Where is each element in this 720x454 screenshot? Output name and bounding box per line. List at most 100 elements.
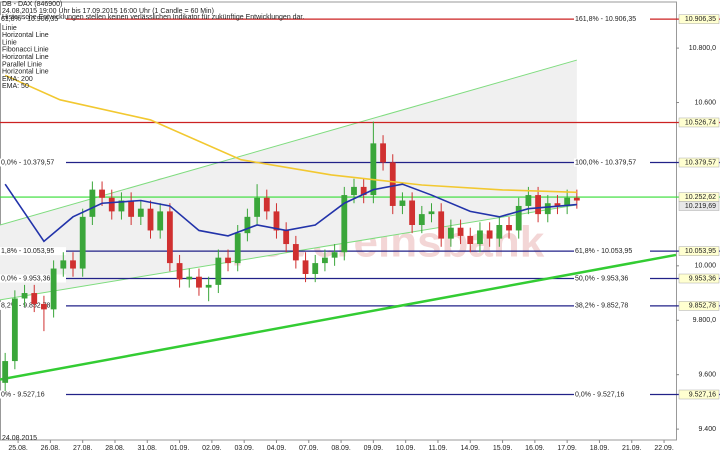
current-label: 10.219,69 bbox=[685, 203, 716, 210]
trend-line bbox=[0, 253, 677, 381]
ema-line bbox=[4, 74, 577, 194]
level-label-box bbox=[0, 158, 66, 167]
y-tick-label: 10.000 bbox=[695, 263, 717, 270]
y-tick-label: 10.600 bbox=[695, 99, 717, 106]
x-tick-label: 26.08. bbox=[41, 445, 61, 452]
candle-body bbox=[186, 276, 193, 280]
candle-body bbox=[506, 225, 512, 231]
candle-body bbox=[60, 260, 67, 269]
tool-item: Fibonacci Linie bbox=[2, 47, 49, 54]
candle-body bbox=[399, 200, 406, 206]
level-label-box bbox=[574, 274, 650, 283]
ema-line bbox=[4, 183, 577, 243]
tool-item: EMA: 50 bbox=[2, 83, 29, 90]
candle-body bbox=[273, 211, 280, 231]
candle-body bbox=[225, 257, 231, 264]
axis-label-box bbox=[678, 389, 720, 400]
level-label: 1,8% - 10.053,95 bbox=[1, 248, 54, 255]
start-date: 24.08.2015 bbox=[2, 435, 37, 442]
candle-body bbox=[389, 162, 396, 206]
tool-item: Horizontal Line bbox=[2, 32, 49, 39]
tool-item: Horizontal Line bbox=[2, 69, 49, 76]
candle-body bbox=[360, 186, 367, 196]
x-tick-label: 28.08. bbox=[105, 445, 125, 452]
y-tick-label: 9.600 bbox=[698, 372, 716, 379]
level-label: 61,8% - 10.053,95 bbox=[575, 248, 632, 255]
x-tick-label: 04.09. bbox=[267, 445, 287, 452]
candle-body bbox=[283, 230, 290, 245]
candle-body bbox=[234, 233, 241, 264]
candle-body bbox=[41, 303, 47, 310]
axis-label-box bbox=[678, 301, 720, 311]
axis-label: 10.906,35 bbox=[685, 16, 716, 23]
candle-body bbox=[254, 197, 260, 217]
title: DB - DAX (846900) bbox=[2, 1, 62, 8]
candle-body bbox=[457, 227, 464, 236]
candle-body bbox=[554, 203, 561, 206]
level-label-box bbox=[574, 301, 650, 310]
candle-body bbox=[157, 211, 164, 231]
level-label-box bbox=[0, 301, 66, 310]
candle-body bbox=[50, 268, 57, 310]
x-tick-label: 27.08. bbox=[73, 445, 93, 452]
level-label: 0,0% - 10.379,57 bbox=[1, 159, 54, 166]
x-tick-label: 14.09. bbox=[461, 445, 481, 452]
period: 24.08.2015 19:00 Uhr bis 17.09.2015 16:0… bbox=[2, 8, 214, 15]
axis-label: 9.527,16 bbox=[689, 391, 716, 398]
level-label-box bbox=[0, 390, 66, 399]
axis-label-box bbox=[678, 273, 720, 284]
candle-body bbox=[79, 216, 86, 269]
level-label: 100,0% - 10.379,57 bbox=[575, 159, 636, 166]
candle-body bbox=[418, 214, 425, 225]
candle-body bbox=[370, 143, 377, 196]
axis-label: 9.852,78 bbox=[689, 303, 716, 310]
candle-body bbox=[564, 197, 571, 206]
candle-body bbox=[108, 197, 115, 212]
candle-body bbox=[215, 257, 222, 285]
x-tick-label: 10.09. bbox=[396, 445, 416, 452]
candle-body bbox=[263, 197, 270, 212]
candle-body bbox=[428, 211, 435, 215]
candle-body bbox=[292, 244, 299, 261]
channel-line bbox=[0, 204, 577, 301]
x-tick-label: 15.09. bbox=[493, 445, 513, 452]
candle-body bbox=[166, 211, 173, 264]
plot-frame bbox=[0, 1, 677, 441]
level-label: 0,0% - 9.527,16 bbox=[575, 391, 625, 398]
y-tick-label: 9.800,0 bbox=[693, 317, 716, 324]
x-tick-label: 17.09. bbox=[557, 445, 577, 452]
candle-body bbox=[525, 195, 532, 206]
x-tick-label: 11.09. bbox=[428, 445, 447, 452]
candle-body bbox=[477, 230, 483, 245]
x-tick-label: 09.09. bbox=[364, 445, 384, 452]
axis-label-box bbox=[678, 157, 720, 168]
candle-body bbox=[535, 195, 541, 215]
axis-label: 10.053,95 bbox=[685, 248, 716, 255]
x-tick-label: 31.08. bbox=[138, 445, 158, 452]
candle-body bbox=[438, 211, 445, 239]
candle-body bbox=[380, 143, 386, 163]
candle-body bbox=[244, 216, 251, 234]
candle-body bbox=[515, 205, 522, 231]
level-label: 0,0% - 9.953,36 bbox=[1, 275, 51, 282]
candle-body bbox=[137, 208, 144, 217]
candle-body bbox=[31, 293, 38, 304]
candle-body bbox=[70, 260, 76, 269]
candle-body bbox=[351, 186, 357, 196]
x-tick-label: 22.09. bbox=[654, 445, 674, 452]
candle-body bbox=[486, 230, 493, 239]
x-tick-label: 07.09. bbox=[299, 445, 319, 452]
candle-body bbox=[467, 235, 474, 245]
axis-label: 10.252,62 bbox=[685, 194, 716, 201]
level-label: 0% - 9.527,16 bbox=[1, 391, 45, 398]
level-label: 61,8% - 10.906,35 bbox=[1, 16, 58, 23]
y-tick-label: 10.800,0 bbox=[689, 45, 716, 52]
x-tick-label: 02.09. bbox=[202, 445, 222, 452]
candle-body bbox=[409, 200, 416, 225]
candle-body bbox=[302, 260, 309, 274]
current-label-box bbox=[678, 201, 720, 211]
candle-body bbox=[331, 252, 338, 258]
candle-body bbox=[11, 298, 18, 362]
axis-label: 9.953,36 bbox=[689, 275, 716, 282]
